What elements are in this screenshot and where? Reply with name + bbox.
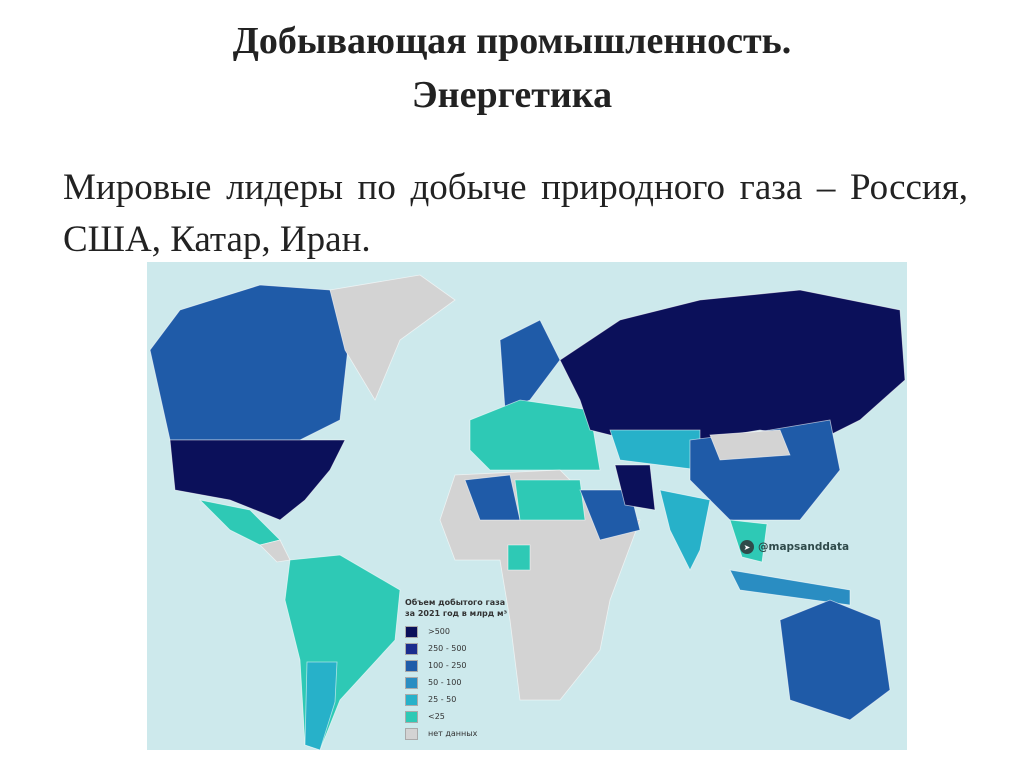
telegram-icon: ➤ [740, 540, 754, 554]
slide-title: Добывающая промышленность. Энергетика [0, 14, 1024, 122]
title-line-1: Добывающая промышленность. [232, 20, 792, 62]
legend-swatch [405, 676, 418, 689]
legend-item: 250 - 500 [405, 640, 507, 657]
legend-item: 50 - 100 [405, 674, 507, 691]
legend-title-line-1: Объем добытого газа [405, 598, 506, 607]
country-argentina [304, 661, 338, 750]
legend-label: 50 - 100 [428, 678, 462, 687]
country-usa [169, 439, 346, 521]
legend-label: нет данных [428, 729, 478, 738]
legend-label: >500 [428, 627, 450, 636]
country-mongolia [709, 429, 791, 461]
map-legend: Объем добытого газа за 2021 год в млрд м… [405, 597, 507, 742]
legend-item: нет данных [405, 725, 507, 742]
country-nigeria [507, 544, 531, 571]
legend-title: Объем добытого газа за 2021 год в млрд м… [405, 597, 507, 619]
legend-swatch [405, 659, 418, 672]
scandinavia [499, 319, 561, 411]
europe [469, 399, 601, 471]
country-indonesia [729, 569, 851, 606]
legend-title-line-2: за 2021 год в млрд м³ [405, 609, 508, 618]
legend-label: 250 - 500 [428, 644, 467, 653]
country-australia [779, 599, 891, 721]
legend-item: >500 [405, 623, 507, 640]
map-credit: ➤ @mapsanddata [740, 540, 849, 554]
legend-swatch [405, 625, 418, 638]
legend-label: 100 - 250 [428, 661, 467, 670]
legend-swatch [405, 642, 418, 655]
country-russia [559, 289, 906, 441]
greenland [329, 274, 456, 401]
country-iran [614, 464, 656, 511]
legend-swatch [405, 710, 418, 723]
legend-label: <25 [428, 712, 445, 721]
map-svg [147, 262, 907, 750]
legend-label: 25 - 50 [428, 695, 457, 704]
slide-subtitle: Мировые лидеры по добыче природного газа… [63, 167, 968, 260]
legend-swatch [405, 693, 418, 706]
legend-item: 100 - 250 [405, 657, 507, 674]
north-africa-east [514, 479, 586, 521]
legend-item: <25 [405, 708, 507, 725]
title-line-2: Энергетика [411, 74, 613, 116]
legend-swatch [405, 727, 418, 740]
gas-production-world-map: ➤ @mapsanddata Объем добытого газа за 20… [147, 262, 907, 750]
country-india [659, 489, 711, 571]
legend-item: 25 - 50 [405, 691, 507, 708]
credit-text: @mapsanddata [758, 541, 850, 553]
